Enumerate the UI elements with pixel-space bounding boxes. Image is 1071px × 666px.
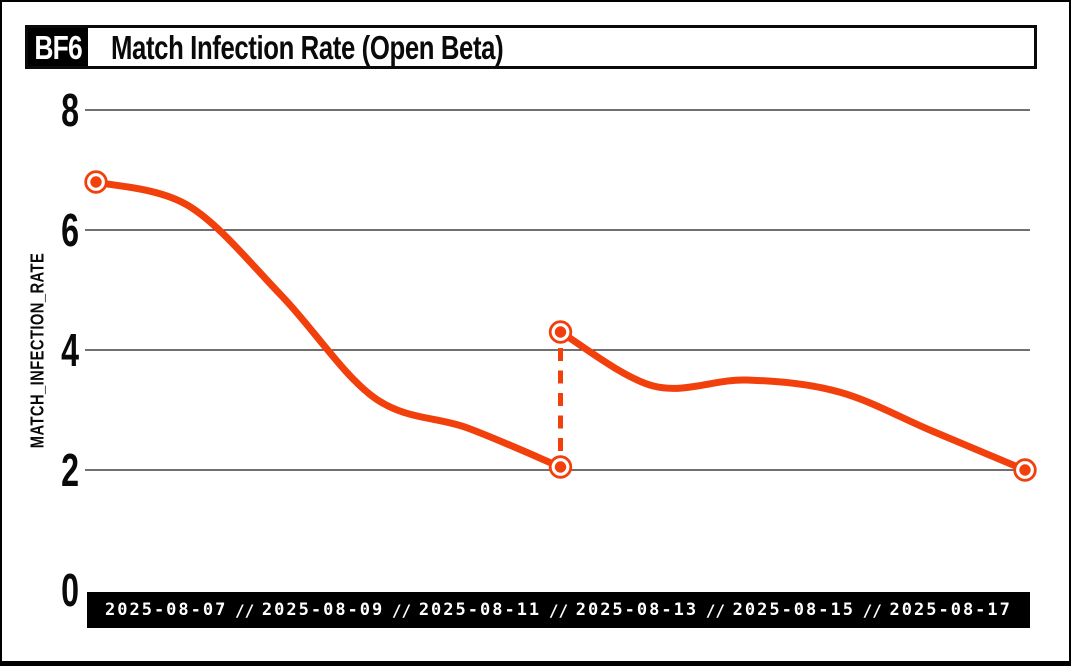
x-tick-separator: // [862,600,882,620]
x-tick-label: 2025-08-15 [732,600,855,620]
series-line-segment_b [557,328,1029,474]
y-tick-label: 6 [61,204,79,256]
x-tick-label: 2025-08-17 [889,600,1012,620]
data-point-dot [554,326,567,338]
data-point-dot [90,176,102,188]
page-title-text: Match Infection Rate (Open Beta) [111,28,504,66]
x-tick-label: 2025-08-11 [418,600,542,620]
x-tick-separator: // [235,600,255,620]
series-line-segment_a [92,178,564,471]
badge-label: BF6 [34,28,82,66]
data-point-dot [1019,464,1031,476]
y-tick-label: 2 [61,444,79,496]
y-tick-label: 8 [61,84,79,136]
x-axis-date-bar: 2025-08-07 // 2025-08-09 // 2025-08-11 // 2025… [87,592,1030,628]
x-tick-separator: // [705,600,725,620]
y-tick-label: 0 [61,564,79,616]
data-point-dot [554,461,567,473]
x-tick-label: 2025-08-07 [105,600,228,620]
x-tick-separator: // [391,600,412,620]
x-tick-label: 2025-08-13 [575,600,699,620]
page-title: Match Infection Rate (Open Beta) [111,28,614,66]
x-tick-label: 2025-08-09 [261,600,385,620]
x-tick-separator: // [548,600,569,620]
bf6-badge: BF6 [28,28,89,66]
y-tick-label: 4 [61,324,79,376]
title-box: BF6 Match Infection Rate (Open Beta) [25,25,1037,69]
